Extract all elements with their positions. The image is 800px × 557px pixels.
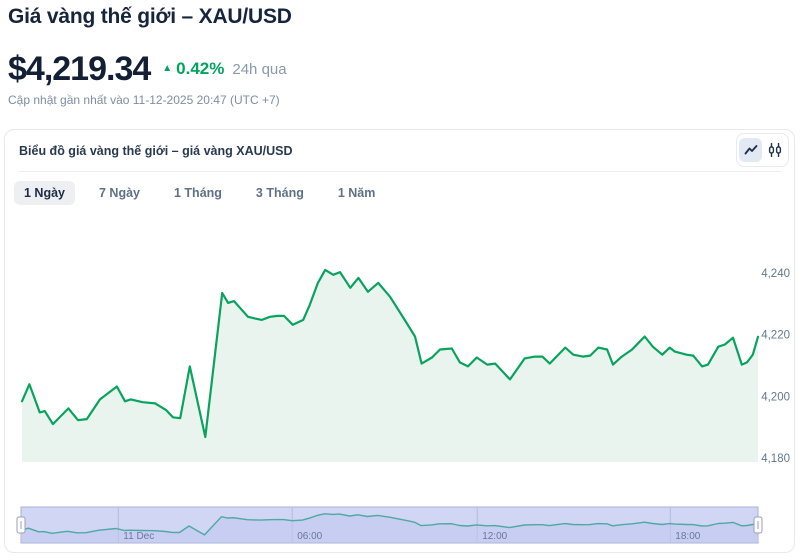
price-row: $4,219.34 ▲ 0.42% 24h qua	[8, 47, 287, 91]
main-price-chart[interactable]: 4,240 4,220 4,200 4,180	[5, 215, 795, 495]
tab-1-year[interactable]: 1 Năm	[328, 181, 386, 205]
line-chart-icon	[743, 142, 759, 158]
navigator-time-label: 18:00	[675, 531, 700, 542]
arrow-up-icon: ▲	[162, 63, 173, 74]
chart-card: Biểu đồ giá vàng thế giới – giá vàng XAU…	[4, 129, 795, 553]
candlestick-chart-toggle-button[interactable]	[763, 138, 786, 162]
navigator-line	[20, 513, 759, 536]
y-axis-label: 4,180	[761, 453, 790, 465]
navigator-time-label: 06:00	[297, 531, 322, 542]
time-range-tabs: 1 Ngày 7 Ngày 1 Tháng 3 Tháng 1 Năm	[14, 181, 385, 205]
price-area-fill	[22, 269, 758, 462]
tab-3-months[interactable]: 3 Tháng	[246, 181, 314, 205]
y-axis-label: 4,200	[761, 391, 790, 403]
tab-1-month[interactable]: 1 Tháng	[164, 181, 232, 205]
chart-card-title: Biểu đồ giá vàng thế giới – giá vàng XAU…	[19, 144, 293, 158]
price-line	[20, 268, 760, 439]
change-percent: 0.42%	[176, 59, 225, 78]
tab-7-days[interactable]: 7 Ngày	[89, 181, 150, 205]
chart-navigator: 11 Dec 06:00 12:00 18:00	[16, 506, 763, 544]
change-period-label: 24h qua	[232, 60, 287, 78]
last-updated-text: Cập nhật gần nhất vào 11-12-2025 20:47 (…	[8, 93, 280, 107]
page-title: Giá vàng thế giới – XAU/USD	[8, 5, 292, 28]
chart-type-toggle	[736, 133, 789, 167]
y-axis-label: 4,240	[761, 268, 790, 280]
header-divider	[18, 171, 781, 172]
navigator-time-label: 12:00	[482, 531, 507, 542]
line-chart-toggle-button[interactable]	[739, 138, 762, 162]
navigator-time-label: 11 Dec	[123, 531, 154, 542]
y-axis-label: 4,220	[761, 330, 790, 342]
price-change-24h: ▲ 0.42%	[162, 59, 224, 79]
tab-1-day[interactable]: 1 Ngày	[14, 181, 75, 205]
candlestick-icon	[766, 141, 784, 159]
current-price: $4,219.34	[8, 49, 151, 88]
